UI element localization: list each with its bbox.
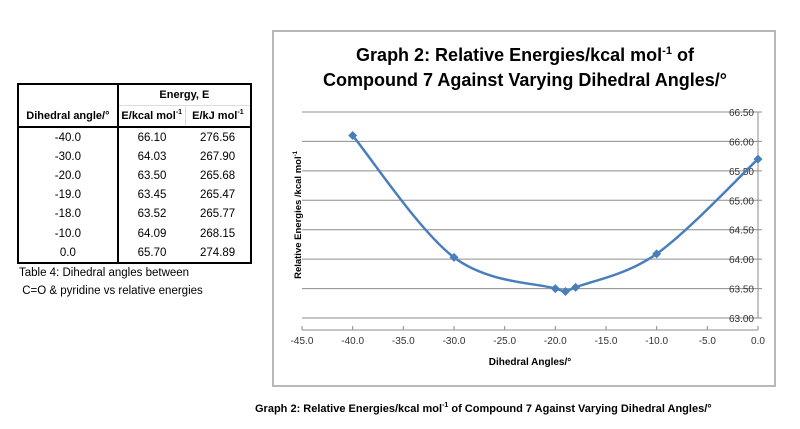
table-row: -19.0 63.45 265.47 — [18, 185, 251, 205]
kj-sup: -1 — [237, 109, 244, 116]
angle-cell: 0.0 — [18, 243, 119, 264]
x-tick-label: -10.0 — [645, 336, 668, 347]
kj-cell: 265.68 — [200, 169, 236, 182]
data-point-marker — [348, 131, 358, 141]
x-tick-label: -15.0 — [595, 336, 618, 347]
x-axis-label: Dihedral Angles/° — [489, 357, 572, 368]
table-row: -40.0 66.10 276.56 — [18, 127, 251, 148]
kcal-cell: 63.50 — [137, 169, 167, 182]
kcal-cell: 66.10 — [137, 131, 167, 144]
y-tick-label: 66.00 — [729, 137, 754, 148]
chart-title-line1: Graph 2: Relative Energies/kcal mol — [356, 45, 663, 65]
kcal-cell: 63.45 — [137, 189, 167, 202]
x-tick-label: -20.0 — [544, 336, 567, 347]
kj-cell: 265.47 — [200, 189, 236, 202]
chart-title-line1-end: of — [671, 45, 694, 65]
kj-cell: 274.89 — [200, 246, 236, 259]
kcal-cell: 64.03 — [137, 150, 167, 163]
data-point-marker — [753, 154, 763, 164]
kcal-unit: E/kcal mol — [121, 110, 176, 122]
table-row: -18.0 63.52 265.77 — [18, 204, 251, 224]
figure-caption-main: Graph 2: Relative Energies/kcal mol — [255, 403, 443, 415]
y-tick-label: 63.50 — [729, 285, 754, 296]
data-point-marker — [550, 284, 560, 294]
kj-cell: 265.77 — [200, 208, 236, 221]
kj-cell: 268.15 — [200, 227, 236, 240]
table-header-dihedral: Dihedral angle/° — [18, 105, 119, 128]
figure-caption: Graph 2: Relative Energies/kcal mol-1 of… — [255, 402, 712, 415]
x-tick-label: -5.0 — [699, 336, 717, 347]
table-header-kj: E/kJ mol-1 — [185, 105, 251, 128]
y-tick-label: 65.50 — [729, 167, 754, 178]
energy-table: Energy, E Dihedral angle/° E/kcal mol-1 … — [17, 83, 252, 265]
table-caption-line2: C=O & pyridine vs relative energies — [19, 285, 203, 297]
y-tick-label: 63.00 — [729, 314, 754, 325]
angle-cell: -20.0 — [18, 166, 119, 186]
kj-unit: E/kJ mol — [192, 110, 238, 122]
data-point-marker — [652, 249, 662, 259]
angle-cell: -19.0 — [18, 185, 119, 205]
data-point-marker — [571, 282, 581, 292]
figure-caption-sup: -1 — [442, 402, 449, 409]
y-axis-label: Relative Energies /kcal mol-1 — [293, 150, 304, 279]
x-tick-label: -30.0 — [443, 336, 466, 347]
data-point-marker — [449, 252, 459, 262]
chart-frame — [272, 30, 776, 387]
series-line — [351, 134, 759, 294]
x-tick-label: 0.0 — [751, 336, 765, 347]
chart-title: Graph 2: Relative Energies/kcal mol-1 of… — [272, 43, 778, 93]
kcal-cell: 63.52 — [137, 208, 167, 221]
table-caption: Table 4: Dihedral angles between C=O & p… — [19, 264, 203, 300]
chart-title-line2: Compound 7 Against Varying Dihedral Angl… — [323, 70, 727, 90]
y-tick-label: 65.00 — [729, 196, 754, 207]
data-point-marker — [560, 287, 570, 297]
kcal-cell: 64.09 — [137, 227, 167, 240]
x-tick-label: -45.0 — [291, 336, 314, 347]
kj-cell: 267.90 — [200, 150, 236, 163]
angle-cell: -40.0 — [18, 127, 119, 148]
table-row: -10.0 64.09 268.15 — [18, 223, 251, 244]
y-tick-label: 64.50 — [729, 226, 754, 237]
kcal-sup: -1 — [175, 109, 183, 116]
kj-cell: 276.56 — [200, 131, 236, 144]
y-tick-label: 66.50 — [729, 108, 754, 119]
x-tick-label: -35.0 — [392, 336, 415, 347]
table-header-energy: Energy, E — [117, 84, 251, 106]
x-tick-label: -40.0 — [341, 336, 364, 347]
angle-cell: -18.0 — [18, 204, 119, 224]
kcal-cell: 65.70 — [137, 246, 167, 259]
angle-cell: -10.0 — [18, 223, 119, 244]
table-header-kcal: E/kcal mol-1 — [117, 105, 186, 128]
table-row: -20.0 63.50 265.68 — [18, 166, 251, 186]
table-row: 0.0 65.70 274.89 — [18, 243, 251, 264]
table-caption-line1: Table 4: Dihedral angles between — [19, 267, 190, 279]
figure-caption-end: of Compound 7 Against Varying Dihedral A… — [448, 403, 712, 415]
table-row: -30.0 64.03 267.90 — [18, 147, 251, 167]
x-tick-label: -25.0 — [493, 336, 516, 347]
table-header-blank — [18, 84, 119, 106]
angle-cell: -30.0 — [18, 147, 119, 167]
chart-title-sup: -1 — [662, 45, 672, 57]
y-tick-label: 64.00 — [729, 255, 754, 266]
